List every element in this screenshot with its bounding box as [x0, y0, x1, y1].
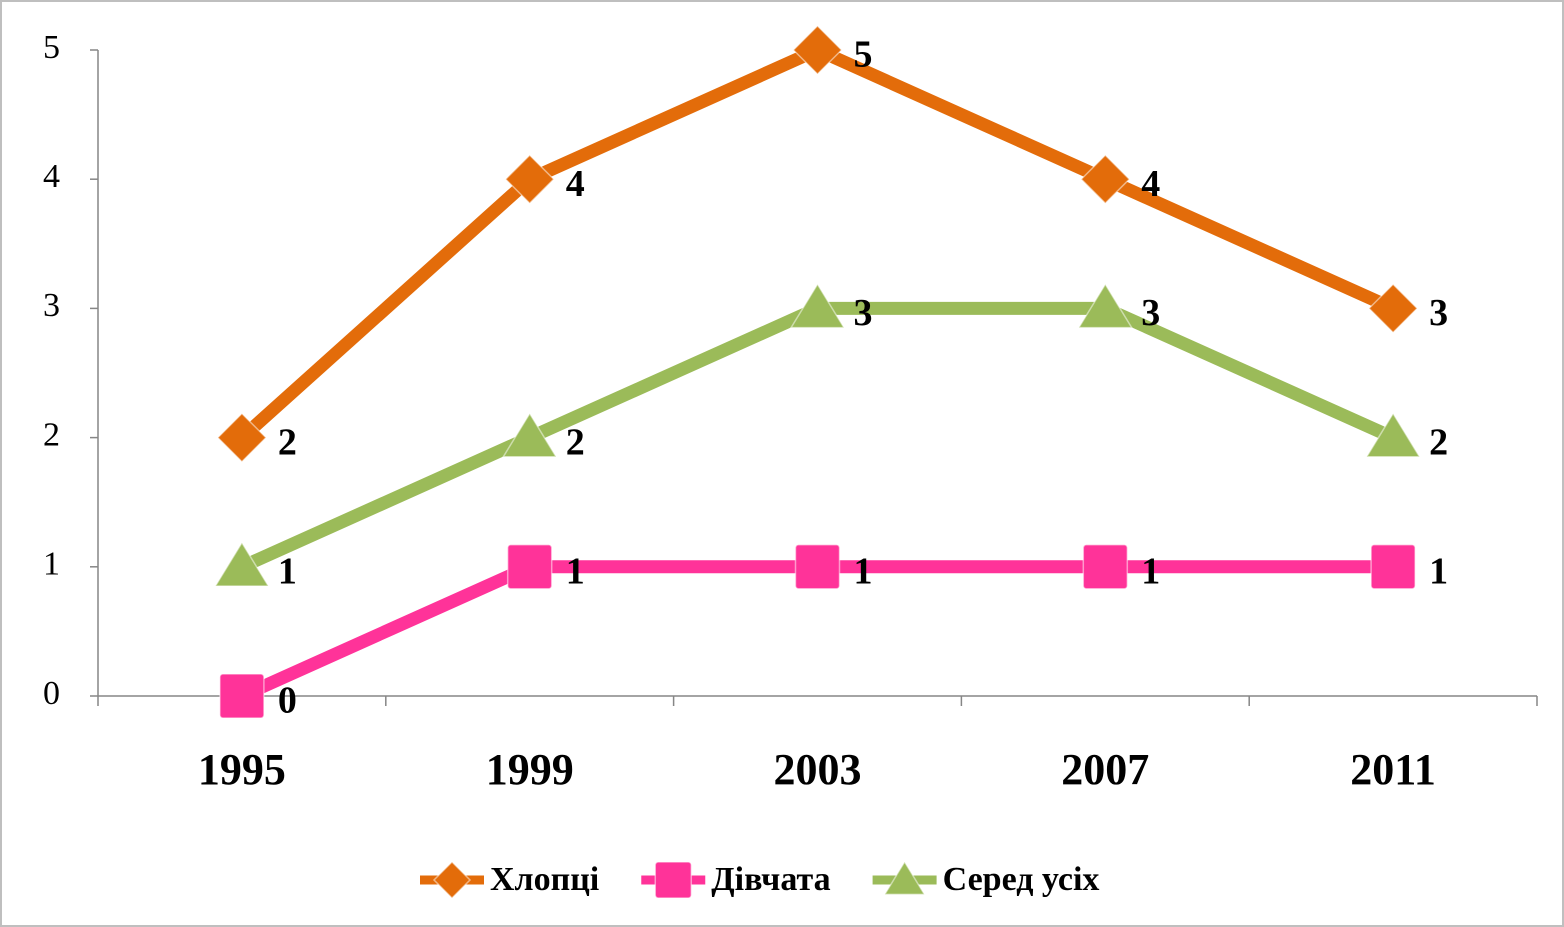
data-label: 5 — [854, 34, 873, 76]
marker — [789, 282, 846, 329]
marker — [504, 154, 555, 205]
marker — [214, 541, 270, 587]
data-label: 1 — [1141, 551, 1160, 593]
y-tick-label: 2 — [43, 416, 60, 453]
marker — [792, 24, 843, 76]
legend: Хлопці Дівчата Серед усіх — [420, 861, 1099, 898]
y-tick-label: 5 — [43, 29, 60, 66]
x-tick-label: 1999 — [486, 745, 574, 794]
y-tick-label: 4 — [43, 158, 60, 195]
marker — [1077, 282, 1134, 329]
data-label: 1 — [1429, 551, 1448, 593]
y-tick-label: 1 — [43, 546, 60, 583]
legend-label: Дівчата — [711, 861, 830, 898]
data-label: 0 — [278, 680, 297, 722]
marker — [216, 412, 267, 463]
y-tick-label: 0 — [43, 675, 60, 712]
marker — [1080, 154, 1131, 205]
data-label: 4 — [1141, 163, 1160, 205]
data-label: 1 — [854, 551, 873, 593]
marker — [1082, 544, 1129, 590]
marker — [506, 544, 553, 590]
marker — [501, 412, 558, 458]
marker — [1365, 412, 1421, 458]
x-tick-label: 2007 — [1061, 745, 1149, 794]
data-label: 3 — [1141, 292, 1160, 334]
data-label: 3 — [854, 292, 873, 334]
marker — [1370, 544, 1416, 590]
marker — [794, 544, 841, 590]
legend-marker — [432, 860, 472, 900]
legend-label: Серед усіх — [943, 861, 1100, 898]
x-tick-label: 2011 — [1350, 745, 1436, 794]
x-tick-label: 1995 — [198, 745, 286, 794]
marker — [1368, 283, 1419, 334]
legend-marker — [883, 860, 926, 896]
data-label: 4 — [566, 163, 585, 205]
data-label: 2 — [278, 421, 297, 463]
data-label: 1 — [566, 551, 585, 593]
data-label: 1 — [278, 551, 297, 593]
legend-label: Хлопці — [490, 861, 599, 898]
x-tick-label: 2003 — [774, 745, 862, 794]
marker — [219, 673, 265, 719]
y-tick-label: 3 — [43, 287, 60, 324]
data-label: 3 — [1429, 292, 1448, 334]
legend-marker — [654, 861, 693, 899]
data-label: 2 — [1429, 421, 1448, 463]
data-label: 2 — [566, 421, 585, 463]
